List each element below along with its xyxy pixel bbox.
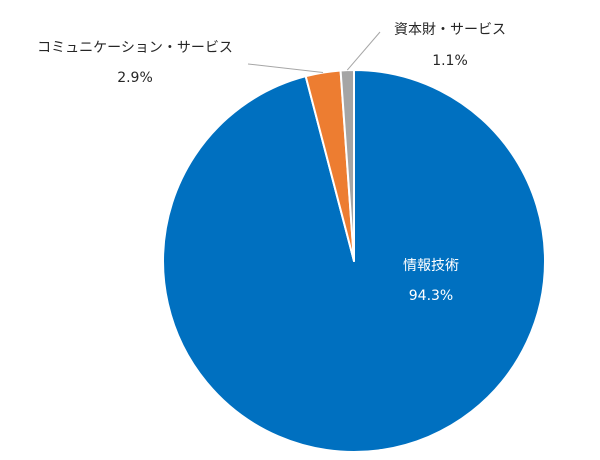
leader-line-industrials xyxy=(346,31,381,71)
slice-label-communication-services: コミュニケーション・サービス xyxy=(37,40,233,56)
slice-value-information-technology: 94.3% xyxy=(409,288,453,304)
slice-label-information-technology: 情報技術 xyxy=(403,258,459,274)
slice-industrials xyxy=(339,68,355,262)
slice-value-industrials: 1.1% xyxy=(432,53,468,69)
slice-label-industrials: 資本財・サービス xyxy=(394,22,506,38)
leader-line-communication-services xyxy=(247,63,324,73)
pie-slices xyxy=(162,68,547,453)
leader-lines xyxy=(247,31,381,73)
slice-value-communication-services: 2.9% xyxy=(117,70,153,86)
